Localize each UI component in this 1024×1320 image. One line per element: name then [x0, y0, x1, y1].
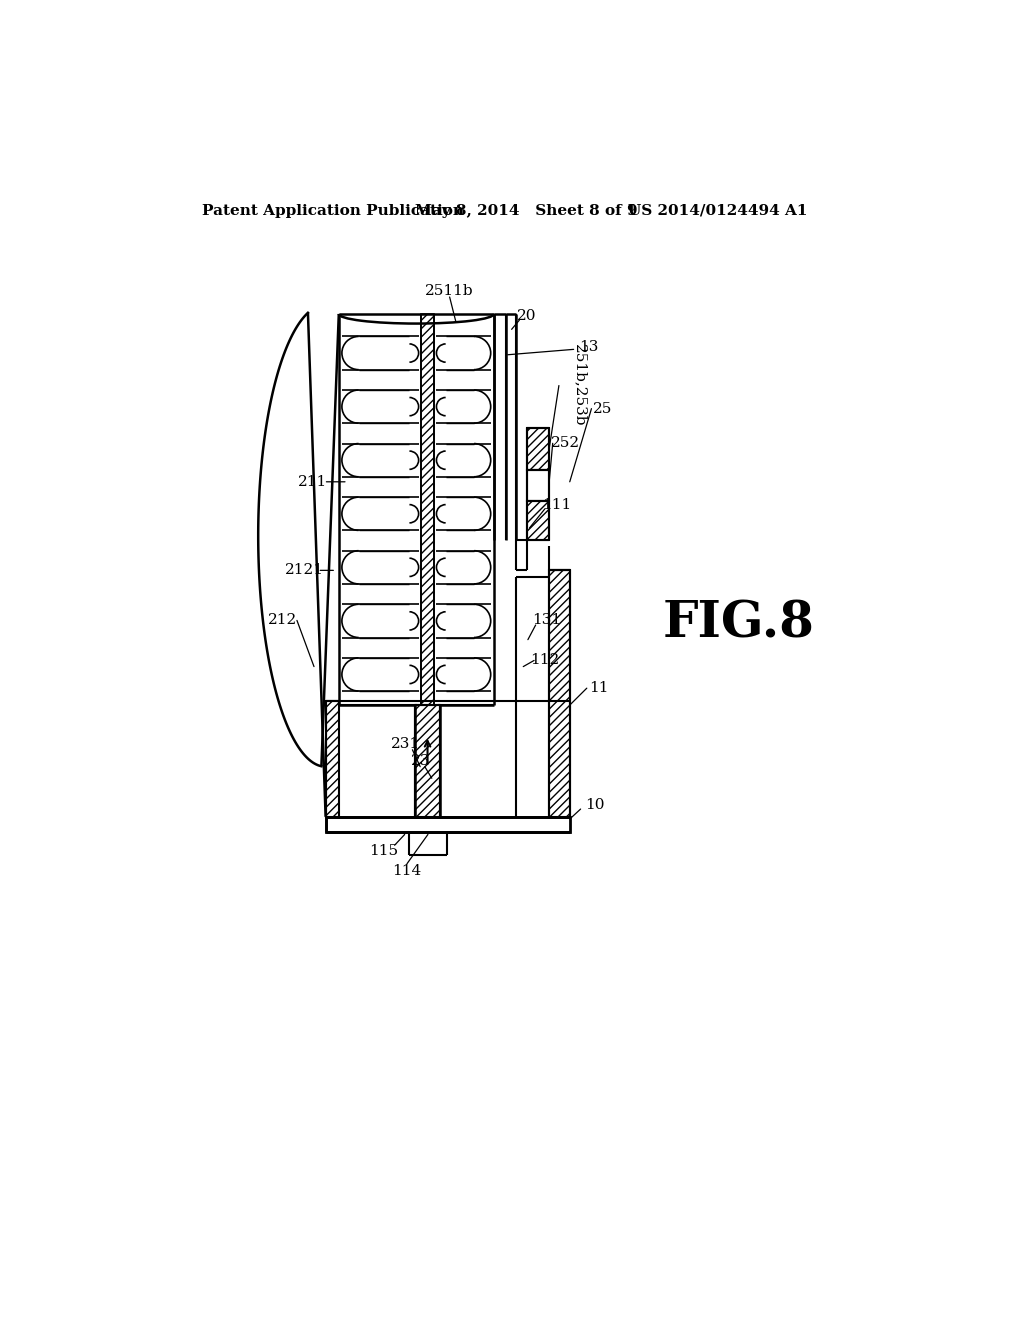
Text: 2511b: 2511b: [425, 284, 474, 298]
Text: May 8, 2014   Sheet 8 of 9: May 8, 2014 Sheet 8 of 9: [415, 203, 637, 218]
Text: 114: 114: [392, 863, 422, 878]
Text: 131: 131: [531, 614, 561, 627]
Bar: [527, 428, 549, 470]
Text: 112: 112: [530, 653, 559, 668]
Text: 252: 252: [551, 437, 581, 450]
Text: US 2014/0124494 A1: US 2014/0124494 A1: [628, 203, 807, 218]
Text: Patent Application Publication: Patent Application Publication: [202, 203, 464, 218]
Bar: [506, 314, 515, 540]
Text: 20: 20: [517, 309, 537, 323]
Text: 115: 115: [370, 845, 398, 858]
Text: 211: 211: [298, 475, 327, 488]
Text: 25: 25: [593, 401, 612, 416]
Bar: [549, 570, 569, 817]
Bar: [415, 705, 440, 817]
Text: 10: 10: [585, 799, 604, 812]
Text: 11: 11: [589, 681, 608, 696]
Bar: [527, 470, 549, 502]
Text: 2121: 2121: [286, 564, 325, 577]
Bar: [326, 817, 569, 832]
Text: 23: 23: [411, 754, 430, 767]
Text: 13: 13: [580, 341, 599, 354]
Bar: [421, 314, 434, 705]
Text: 231: 231: [391, 737, 420, 751]
Text: 212: 212: [268, 614, 298, 627]
Bar: [527, 502, 549, 540]
Text: 251b,253b: 251b,253b: [572, 345, 587, 426]
Bar: [326, 701, 339, 817]
Text: 111: 111: [542, 498, 571, 512]
Text: FIG.8: FIG.8: [663, 599, 815, 648]
